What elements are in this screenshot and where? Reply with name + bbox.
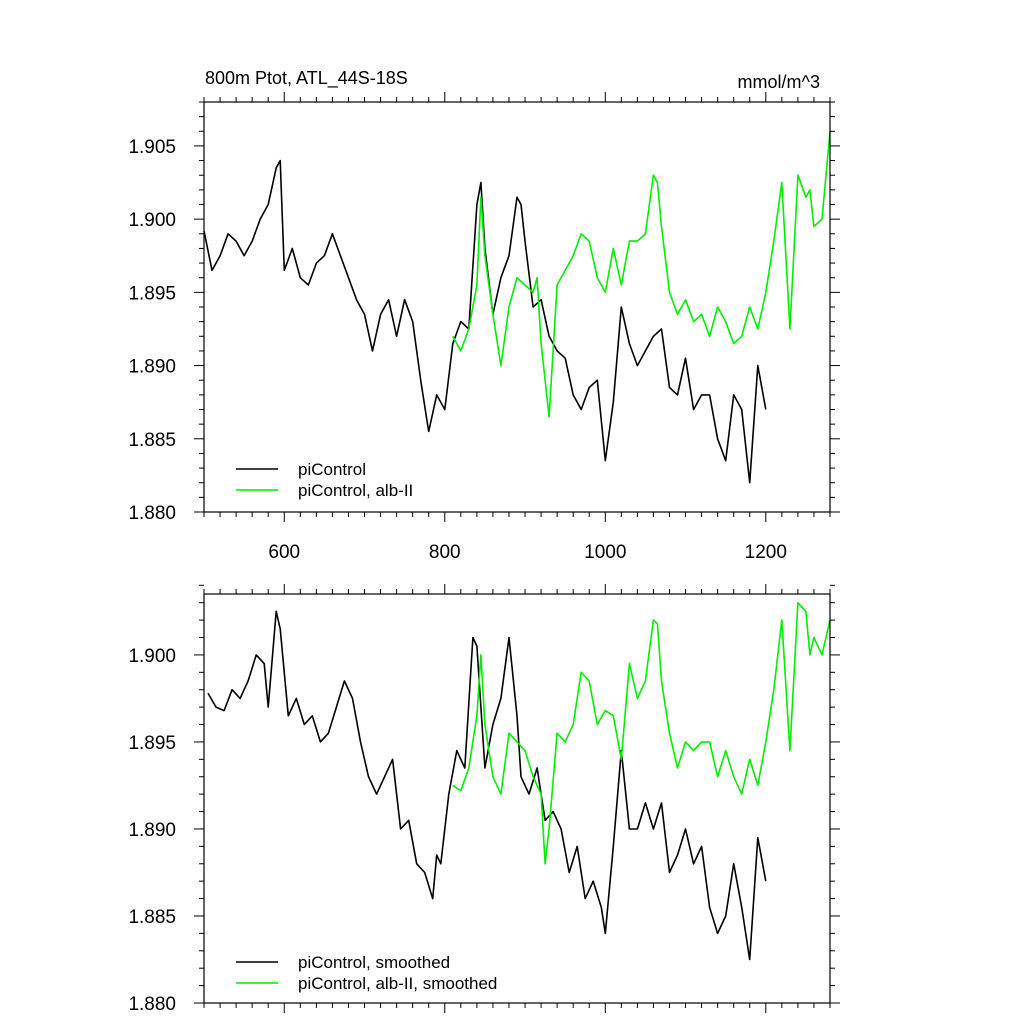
top-x-tick-label: 600 (268, 542, 300, 563)
top-panel: 800m Ptot, ATL_44S-18S mmol/m^3 600 800 10… (128, 68, 840, 563)
top-series-line-0 (203, 159, 767, 484)
bottom-y-tick-label: 1.900 (128, 646, 176, 667)
top-y-tick-label: 1.895 (128, 283, 176, 304)
bottom-y-tick-label: 1.880 (128, 994, 176, 1015)
bottom-panel: 1.880 1.885 1.890 1.895 1.900 piControl, smo… (128, 584, 840, 1015)
legend-label-alb: piControl, alb-II (298, 481, 413, 500)
top-y-tick-label: 1.880 (128, 503, 176, 524)
top-y-tick-label: 1.900 (128, 210, 176, 231)
bottom-series-group (207, 601, 831, 961)
legend-label-alb-smoothed: piControl, alb-II, smoothed (298, 974, 497, 993)
chart-title: 800m Ptot, ATL_44S-18S (205, 68, 408, 89)
top-y-tick-label: 1.885 (128, 430, 176, 451)
top-x-tick-label: 1000 (584, 542, 626, 563)
top-axes: 600 800 1000 1200 1.880 1.885 1.890 1.895 1.900 1… (128, 92, 840, 563)
units-label: mmol/m^3 (738, 72, 820, 92)
bottom-plot-frame (203, 593, 831, 1004)
top-series-group (203, 131, 831, 484)
bottom-series-line-0 (207, 610, 767, 961)
bottom-y-tick-label: 1.885 (128, 907, 176, 928)
top-y-tick-label: 1.905 (128, 137, 176, 158)
bottom-y-tick-label: 1.890 (128, 820, 176, 841)
bottom-axes: 1.880 1.885 1.890 1.895 1.900 (128, 584, 840, 1015)
top-x-tick-label: 800 (429, 542, 461, 563)
top-y-tick-label: 1.890 (128, 357, 176, 378)
top-x-tick-label: 1200 (745, 542, 787, 563)
bottom-legend: piControl, smoothed piControl, alb-II, s… (236, 953, 497, 993)
top-legend: piControl piControl, alb-II (236, 460, 413, 500)
top-plot-frame (203, 101, 831, 513)
legend-label-picontrol-smoothed: piControl, smoothed (298, 953, 450, 972)
bottom-series-line-1 (452, 601, 831, 865)
legend-label-picontrol: piControl (298, 460, 366, 479)
bottom-y-tick-label: 1.895 (128, 733, 176, 754)
top-series-line-1 (452, 131, 831, 418)
